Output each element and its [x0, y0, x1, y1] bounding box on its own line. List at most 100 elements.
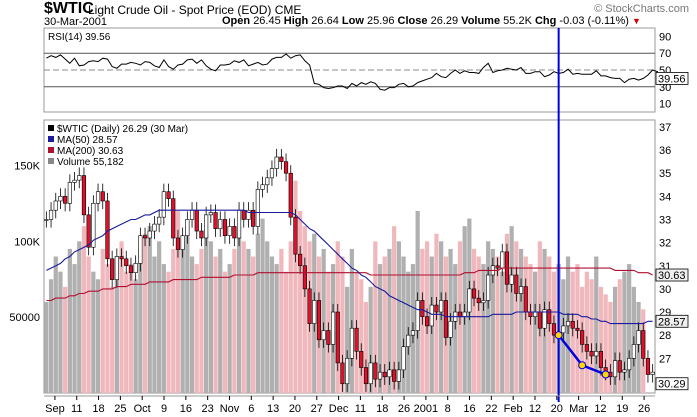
volume-bar	[622, 271, 627, 393]
volume-bar	[124, 271, 129, 393]
candle-body	[265, 177, 270, 186]
volume-bar	[627, 264, 632, 393]
volume-bar	[138, 248, 143, 393]
candle-body	[260, 184, 265, 190]
x-tick-label: Oct	[134, 403, 151, 415]
x-tick-label: Dec	[329, 403, 349, 415]
x-tick-label: 12	[594, 403, 606, 415]
legend-entry: MA(200) 30.63	[57, 146, 124, 157]
candle-body	[67, 182, 72, 204]
legend-entry: $WTIC (Daily) 26.29 (30 Mar)	[57, 124, 188, 135]
candle-body	[44, 219, 49, 221]
candle-body	[114, 256, 119, 280]
legend-swatch	[48, 136, 54, 142]
ma50-value-label: 28.57	[658, 316, 686, 328]
volume-bar	[377, 264, 383, 393]
volume-bar	[72, 264, 77, 393]
highlight-point	[601, 370, 610, 379]
candle-body	[218, 219, 223, 230]
volume-tick-label: 150K	[14, 161, 40, 173]
volume-bar	[617, 279, 622, 393]
legend-swatch	[48, 125, 54, 131]
volume-bar	[481, 264, 486, 393]
volume-bar	[373, 241, 378, 393]
volume-bar	[340, 256, 345, 393]
volume-bar	[114, 256, 119, 393]
volume-bar	[603, 294, 608, 393]
x-tick-label: Sep	[45, 403, 65, 415]
price-tick-label: 27	[659, 353, 671, 365]
rsi-tick-label: 10	[659, 99, 671, 111]
volume-bar	[142, 233, 148, 393]
candle-body	[171, 198, 176, 239]
legend-swatch	[48, 147, 54, 153]
x-tick-label: Nov	[220, 403, 240, 415]
candle-body	[274, 156, 279, 169]
chart-header: $WTIC Light Crude Oil - Spot Price (EOD)…	[0, 0, 697, 28]
candle-body	[443, 300, 448, 338]
volume-bar	[222, 271, 228, 393]
high-value: 26.64	[311, 15, 339, 27]
x-tick-label: 12	[529, 403, 541, 415]
quote-date: 30-Mar-2001	[44, 16, 107, 28]
candle-body	[641, 330, 646, 359]
candle-body	[255, 189, 260, 227]
candle-body	[307, 288, 312, 324]
low-value: 25.96	[366, 15, 395, 27]
volume-bar	[401, 256, 406, 393]
volume-bar	[533, 271, 538, 393]
price-tick-label: 33	[659, 214, 671, 226]
legend-entry: MA(50) 28.57	[57, 135, 118, 146]
volume-bar	[227, 264, 232, 393]
symbol-title: $WTIC	[44, 0, 94, 17]
candle-body	[575, 327, 580, 331]
volume-bar	[269, 256, 275, 393]
candle-body	[565, 320, 571, 327]
candle-body	[95, 191, 101, 204]
volume-bar	[44, 302, 49, 393]
candle-body	[406, 334, 411, 348]
candle-body	[612, 360, 618, 378]
volume-bar	[251, 256, 256, 393]
volume-bar	[514, 241, 519, 393]
ma50-value-label-box	[655, 314, 689, 328]
volume-bar	[175, 211, 181, 393]
candle-body	[312, 300, 317, 324]
volume-bar	[589, 279, 594, 393]
volume-bar	[612, 286, 618, 393]
candle-body	[533, 311, 538, 317]
open-value: 26.45	[253, 15, 281, 27]
volume-bar	[274, 264, 279, 393]
volume-bar	[208, 241, 213, 393]
volume-bar	[321, 248, 326, 393]
volume-bar	[392, 226, 397, 393]
candle-body	[471, 288, 477, 299]
open-label: Open	[222, 15, 251, 27]
volume-bar	[100, 248, 105, 393]
x-tick-label: 25	[114, 403, 126, 415]
candle-body	[133, 263, 138, 273]
candle-body	[194, 209, 199, 232]
volume-bar	[63, 286, 68, 393]
candle-body	[298, 253, 303, 267]
candle-body	[448, 320, 453, 338]
volume-bar	[288, 241, 293, 393]
highlight-point	[578, 361, 587, 370]
candle-body	[91, 202, 96, 248]
volume-bar	[110, 286, 115, 393]
candle-body	[227, 226, 232, 236]
volume-bar	[185, 226, 190, 393]
candle-body	[321, 330, 326, 341]
candle-body	[401, 346, 406, 371]
candle-body	[208, 212, 213, 216]
volume-bar	[598, 286, 604, 393]
candle-body	[645, 357, 651, 375]
candle-body	[434, 304, 439, 313]
x-tick-label: 9	[161, 403, 167, 415]
rsi-value-label: 39.56	[658, 73, 686, 85]
chg-label: Chg	[534, 15, 557, 27]
volume-bar	[490, 248, 495, 393]
candle-body	[340, 362, 345, 385]
